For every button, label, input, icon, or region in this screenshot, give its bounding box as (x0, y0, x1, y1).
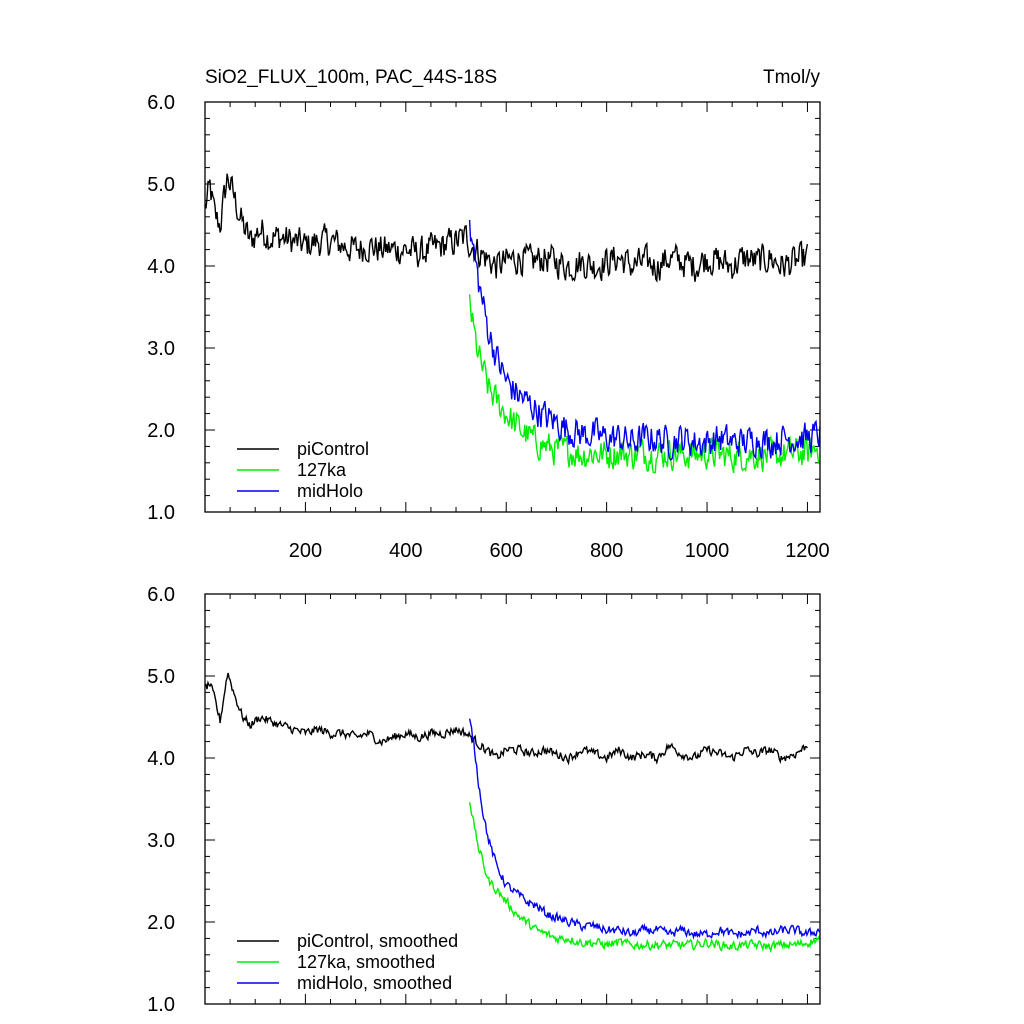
series-line (204, 672, 808, 766)
y-tick-label: 4.0 (147, 256, 175, 278)
bottom-plot-frame (204, 593, 821, 1005)
x-tick-label: 200 (289, 540, 322, 562)
y-tick-label: 5.0 (147, 666, 175, 688)
x-tick-label: 400 (389, 540, 422, 562)
bottom-panel: 1.0 2.0 3.0 4.0 5.0 6.0 piControl, smoothed127… (147, 584, 821, 1016)
y-tick-label: 1.0 (147, 994, 175, 1016)
y-tick-label: 2.0 (147, 912, 175, 934)
legend-label: 127ka (297, 460, 347, 480)
y-tick-label: 5.0 (147, 174, 175, 196)
series-line (468, 802, 821, 954)
y-tick-label: 6.0 (147, 92, 175, 114)
y-tick-label: 2.0 (147, 420, 175, 442)
series-line (468, 718, 821, 940)
units-label: Tmol/y (763, 67, 821, 88)
legend-label: piControl, smoothed (297, 931, 458, 951)
y-tick-label: 6.0 (147, 584, 175, 606)
series-line (468, 219, 821, 461)
series-line (468, 294, 821, 474)
bottom-plot-area: 1.0 2.0 3.0 4.0 5.0 6.0 piControl, smoothed127… (147, 584, 821, 1016)
top-panel: SiO2_FLUX_100m, PAC_44S-18S Tmol/y 1.0 2.… (147, 67, 830, 562)
x-tick-label: 600 (490, 540, 523, 562)
x-tick-label: 800 (590, 540, 623, 562)
top-plot-area: 1.0 2.0 3.0 4.0 5.0 6.0 200 400 600 800 1000 1200 pi… (147, 92, 830, 562)
x-tick-label: 1200 (785, 540, 830, 562)
y-tick-label: 4.0 (147, 748, 175, 770)
legend-label: piControl (297, 439, 369, 459)
y-tick-label: 3.0 (147, 338, 175, 360)
x-tick-label: 1000 (685, 540, 730, 562)
y-tick-label: 3.0 (147, 830, 175, 852)
chart-title: SiO2_FLUX_100m, PAC_44S-18S (205, 67, 497, 88)
legend-label: midHolo, smoothed (297, 973, 452, 993)
top-plot-frame (204, 101, 821, 513)
legend-label: 127ka, smoothed (297, 952, 435, 972)
legend-label: midHolo (297, 481, 363, 501)
series-line (204, 173, 809, 283)
y-tick-label: 1.0 (147, 502, 175, 524)
